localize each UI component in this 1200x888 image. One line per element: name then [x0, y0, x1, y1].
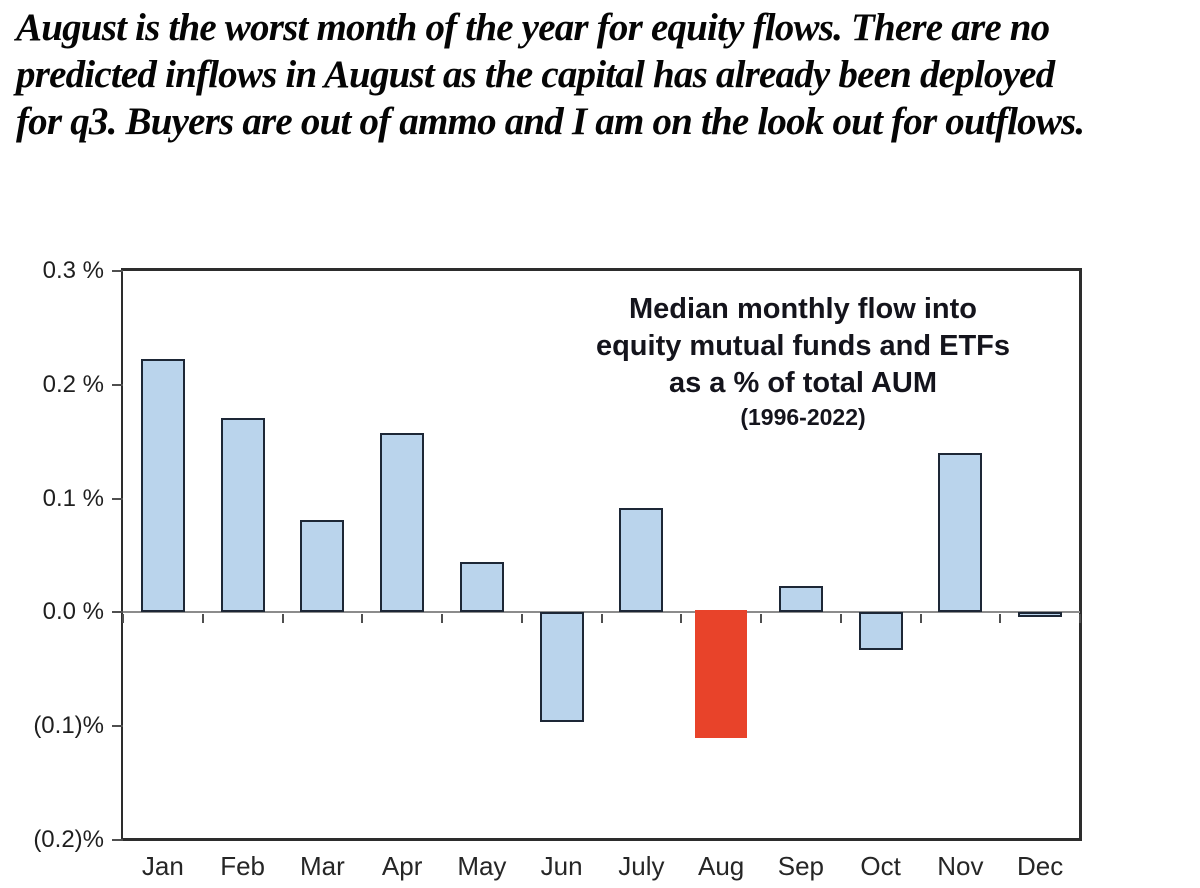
- chart-title-period: (1996-2022): [740, 404, 866, 430]
- zero-line-tick: [201, 614, 204, 624]
- zero-line-tick: [760, 614, 762, 624]
- bar-oct: [858, 612, 903, 650]
- y-label-0.0 %: 0.0 %: [42, 598, 104, 626]
- bar-may: [459, 562, 504, 613]
- headline-line-1: August is the worst month of the year fo…: [16, 6, 1050, 49]
- y-tick-(0.1)%: [112, 725, 123, 728]
- chart-title-line-1: Median monthly flow into: [629, 293, 977, 325]
- x-label-jun: Jun: [540, 851, 583, 881]
- zero-line-tick: [520, 614, 523, 624]
- bar-nov: [938, 453, 983, 613]
- headline: August is the worst month of the year fo…: [16, 4, 1196, 145]
- bar-july: [619, 507, 664, 613]
- bar-sep: [778, 586, 823, 613]
- bar-mar: [300, 520, 345, 613]
- headline-line-3: for q3. Buyers are out of ammo and I am …: [16, 100, 1085, 143]
- x-label-mar: Mar: [299, 851, 345, 881]
- chart-title-line-2: equity mutual funds and ETFs: [595, 330, 1011, 362]
- zero-line-tick: [600, 614, 603, 624]
- x-label-feb: Feb: [220, 851, 266, 881]
- x-label-aug: Aug: [697, 851, 745, 881]
- x-label-may: May: [457, 851, 507, 881]
- chart-title: Median monthly flow into equity mutual f…: [555, 291, 1051, 433]
- bar-jun: [539, 612, 584, 722]
- zero-line-tick: [361, 614, 364, 624]
- y-label-(0.2)%: (0.2)%: [33, 826, 104, 853]
- y-label-(0.1)%: (0.1)%: [33, 712, 104, 740]
- y-axis-line: [121, 268, 123, 841]
- y-label-0.1 %: 0.1 %: [42, 484, 104, 512]
- plot-border-right: [1079, 268, 1082, 841]
- x-label-apr: Apr: [381, 851, 423, 881]
- x-label-jan: Jan: [141, 851, 184, 881]
- x-label-dec: Dec: [1017, 851, 1064, 881]
- zero-line-tick: [919, 614, 922, 624]
- y-tick-0.0 %: [112, 611, 123, 614]
- y-label-0.3 %: 0.3 %: [42, 257, 104, 284]
- y-tick-0.3 %: [112, 270, 123, 272]
- chart-title-line-3: as a % of total AUM: [668, 367, 937, 399]
- zero-axis-line: [123, 611, 1080, 613]
- y-label-0.2 %: 0.2 %: [42, 370, 104, 398]
- x-label-nov: Nov: [937, 851, 984, 881]
- bar-aug: [695, 610, 748, 738]
- zero-line-tick: [839, 614, 842, 624]
- plot-area: Median monthly flow into equity mutual f…: [112, 268, 1082, 841]
- bar-dec: [1018, 612, 1063, 617]
- y-tick-(0.2)%: [112, 839, 123, 841]
- zero-line-tick: [1079, 614, 1081, 624]
- bar-jan: [140, 358, 185, 613]
- plot-border-bottom: [121, 838, 1082, 841]
- headline-line-2: predicted inflows in August as the capit…: [16, 53, 1055, 96]
- zero-line-tick: [441, 614, 443, 624]
- bar-feb: [220, 417, 265, 613]
- x-label-sep: Sep: [777, 851, 824, 881]
- zero-line-tick: [680, 614, 683, 624]
- y-tick-0.1 %: [112, 497, 123, 500]
- zero-line-tick: [999, 614, 1002, 624]
- plot-border-top: [121, 268, 1082, 271]
- zero-line-tick: [122, 614, 124, 624]
- x-label-july: July: [618, 851, 665, 881]
- x-label-oct: Oct: [860, 851, 901, 881]
- zero-line-tick: [281, 614, 284, 624]
- bar-apr: [380, 432, 425, 613]
- y-tick-0.2 %: [112, 383, 123, 386]
